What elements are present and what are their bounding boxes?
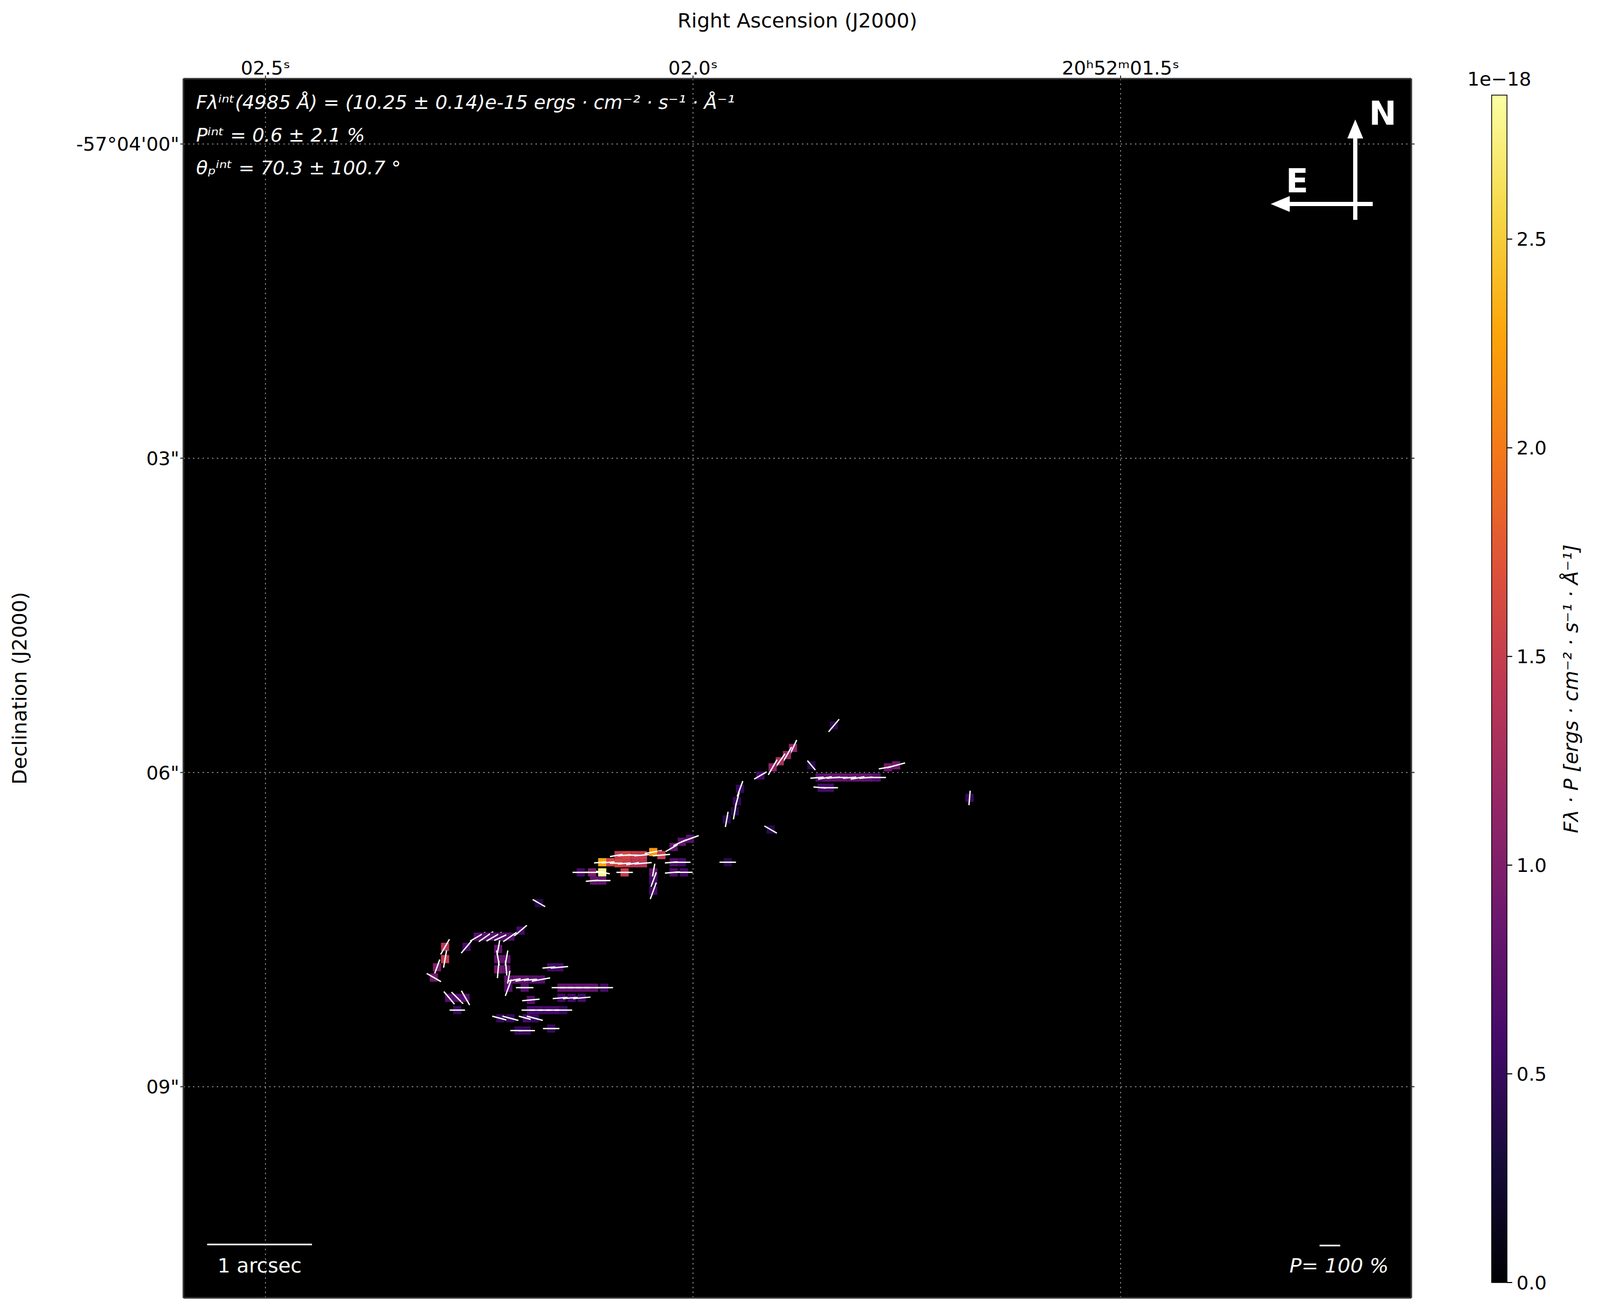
svg-text:1.0: 1.0 (1516, 854, 1547, 877)
svg-text:Right Ascension (J2000): Right Ascension (J2000) (677, 8, 918, 33)
svg-text:20ʰ52ᵐ01.5ˢ: 20ʰ52ᵐ01.5ˢ (1061, 57, 1180, 79)
svg-text:1e−18: 1e−18 (1467, 68, 1532, 90)
svg-text:Fλ · P [ergs · cm⁻² · s⁻¹ · Å⁻: Fλ · P [ergs · cm⁻² · s⁻¹ · Å⁻¹] (1559, 544, 1583, 834)
svg-text:09": 09" (146, 1076, 180, 1098)
svg-text:E: E (1286, 161, 1309, 201)
svg-text:0.0: 0.0 (1516, 1272, 1547, 1294)
svg-text:Pⁱⁿᵗ = 0.6 ± 2.1 %: Pⁱⁿᵗ = 0.6 ± 2.1 % (196, 124, 365, 146)
svg-text:1.5: 1.5 (1516, 645, 1547, 668)
svg-text:1 arcsec: 1 arcsec (217, 1254, 302, 1278)
svg-text:02.5ˢ: 02.5ˢ (241, 57, 291, 79)
svg-text:-57°04'00": -57°04'00" (76, 133, 180, 155)
svg-text:θₚⁱⁿᵗ = 70.3 ± 100.7 °: θₚⁱⁿᵗ = 70.3 ± 100.7 ° (196, 156, 402, 179)
svg-text:03": 03" (146, 447, 180, 470)
svg-text:06": 06" (146, 762, 180, 784)
svg-text:0.5: 0.5 (1516, 1063, 1547, 1086)
svg-text:Declination (J2000): Declination (J2000) (7, 592, 32, 785)
svg-text:2.0: 2.0 (1516, 437, 1547, 459)
svg-text:2.5: 2.5 (1516, 228, 1547, 251)
svg-text:P= 100 %: P= 100 % (1289, 1254, 1389, 1278)
svg-text:Fλⁱⁿᵗ(4985 Å) = (10.25 ± 0.14): Fλⁱⁿᵗ(4985 Å) = (10.25 ± 0.14)e-15 ergs … (196, 90, 735, 114)
svg-text:02.0ˢ: 02.0ˢ (668, 57, 718, 79)
svg-text:N: N (1369, 94, 1397, 133)
